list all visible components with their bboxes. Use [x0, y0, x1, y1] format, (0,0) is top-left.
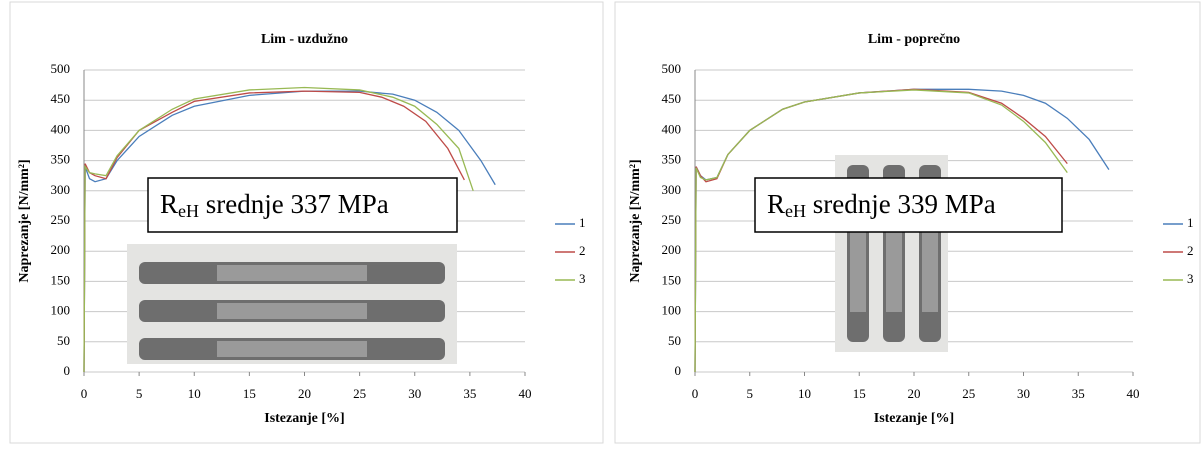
- legend-label: 3: [579, 271, 586, 286]
- annotation: ReH srednje 337 MPa: [160, 189, 389, 221]
- x-tick-label: 40: [1127, 386, 1140, 401]
- series-line: [694, 89, 1068, 373]
- legend-label: 3: [1187, 271, 1194, 286]
- y-tick-label: 150: [662, 272, 682, 287]
- y-tick-label: 50: [57, 333, 70, 348]
- y-tick-label: 500: [51, 61, 71, 76]
- legend-label: 2: [1187, 243, 1194, 258]
- legend-label: 1: [579, 215, 586, 230]
- x-axis-title: Istezanje [%]: [874, 411, 954, 426]
- y-tick-label: 300: [662, 182, 682, 197]
- x-tick-label: 25: [962, 386, 975, 401]
- y-axis-title: Naprezanje [N/mm²]: [17, 159, 32, 282]
- panel-frame: [614, 1, 1201, 444]
- specimen-neck: [217, 265, 367, 281]
- x-tick-label: 30: [408, 386, 421, 401]
- y-tick-label: 350: [662, 152, 682, 167]
- y-tick-label: 400: [662, 121, 682, 136]
- x-tick-label: 20: [908, 386, 921, 401]
- x-tick-label: 35: [1072, 386, 1085, 401]
- x-tick-label: 0: [692, 386, 699, 401]
- y-tick-label: 0: [64, 363, 71, 378]
- y-axis-title: Naprezanje [N/mm²]: [628, 159, 643, 282]
- y-tick-label: 0: [675, 363, 682, 378]
- y-tick-label: 100: [662, 303, 682, 318]
- y-tick-label: 300: [51, 182, 71, 197]
- annotation: ReH srednje 339 MPa: [767, 189, 996, 221]
- y-tick-label: 500: [662, 61, 682, 76]
- specimen-neck: [217, 303, 367, 319]
- annotation-rest: srednje 337 MPa: [199, 189, 389, 219]
- y-tick-label: 250: [51, 212, 71, 227]
- panel-frame: [9, 1, 604, 444]
- annotation-sub: eH: [178, 201, 199, 221]
- y-tick-label: 150: [51, 272, 71, 287]
- series-line: [83, 86, 474, 373]
- x-tick-label: 20: [298, 386, 311, 401]
- x-tick-label: 10: [188, 386, 201, 401]
- annotation-box: [147, 177, 458, 233]
- annotation-main: R: [767, 189, 785, 219]
- annotation-rest: srednje 339 MPa: [806, 189, 996, 219]
- y-tick-label: 400: [51, 121, 71, 136]
- series-line: [83, 90, 496, 373]
- annotation-sub: eH: [785, 201, 806, 221]
- y-tick-label: 450: [51, 91, 71, 106]
- x-tick-label: 30: [1017, 386, 1030, 401]
- x-tick-label: 5: [136, 386, 143, 401]
- y-tick-label: 200: [51, 242, 71, 257]
- x-tick-label: 40: [519, 386, 532, 401]
- series-line: [83, 90, 465, 373]
- x-tick-label: 15: [243, 386, 256, 401]
- x-tick-label: 10: [798, 386, 811, 401]
- legend-label: 2: [579, 243, 586, 258]
- x-tick-label: 0: [81, 386, 88, 401]
- x-axis-title: Istezanje [%]: [264, 411, 344, 426]
- annotation-box: [754, 177, 1063, 233]
- y-tick-label: 450: [662, 91, 682, 106]
- x-tick-label: 15: [853, 386, 866, 401]
- specimen-neck: [217, 341, 367, 357]
- y-tick-label: 100: [51, 303, 71, 318]
- annotation-main: R: [160, 189, 178, 219]
- y-tick-label: 350: [51, 152, 71, 167]
- x-tick-label: 35: [463, 386, 476, 401]
- y-tick-label: 50: [668, 333, 681, 348]
- chart-title: Lim - uzdužno: [261, 32, 348, 47]
- x-tick-label: 5: [747, 386, 754, 401]
- x-tick-label: 25: [353, 386, 366, 401]
- chart-title: Lim - poprečno: [868, 32, 960, 47]
- y-tick-label: 250: [662, 212, 682, 227]
- y-tick-label: 200: [662, 242, 682, 257]
- legend-label: 1: [1187, 215, 1194, 230]
